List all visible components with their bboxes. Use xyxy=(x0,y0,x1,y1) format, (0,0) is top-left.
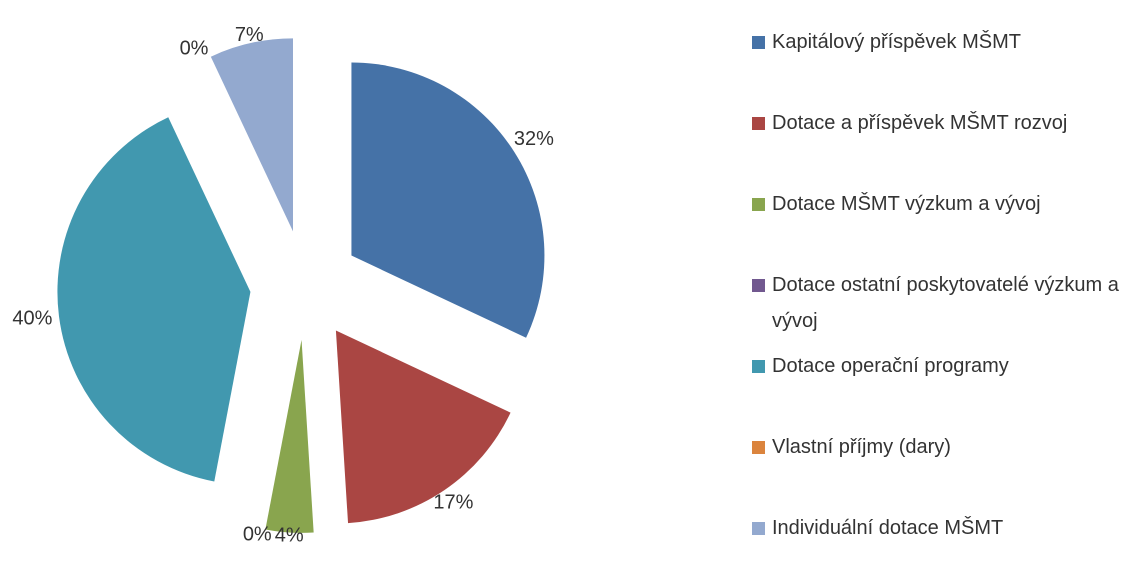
legend-swatch xyxy=(752,198,765,211)
legend-swatch xyxy=(752,360,765,373)
legend-label: Kapitálový příspěvek MŠMT xyxy=(772,31,1021,53)
legend-label: Dotace MŠMT výzkum a vývoj xyxy=(772,193,1041,215)
pie-slice xyxy=(210,38,294,232)
legend-label: Dotace a příspěvek MŠMT rozvoj xyxy=(772,112,1068,134)
pie-slice xyxy=(351,62,545,338)
legend-swatch xyxy=(752,36,765,49)
data-label: 40% xyxy=(12,308,52,330)
legend-label: Dotace operační programy xyxy=(772,355,1009,377)
legend-swatch xyxy=(752,522,765,535)
legend-item: Kapitálový příspěvek MŠMT xyxy=(752,24,1136,60)
legend-item: Individuální dotace MŠMT xyxy=(752,510,1136,546)
data-label: 0% xyxy=(180,37,209,59)
data-label: 32% xyxy=(514,128,554,150)
legend-label: Vlastní příjmy (dary) xyxy=(772,436,951,458)
data-label: 4% xyxy=(275,524,304,546)
pie-slice xyxy=(199,60,282,236)
legend-swatch xyxy=(752,279,765,292)
pie-slice xyxy=(265,339,314,533)
data-label: 0% xyxy=(243,523,272,545)
legend-item: Dotace ostatní poskytovatelé výzkum a vý… xyxy=(752,267,1136,339)
legend-item: Dotace a příspěvek MŠMT rozvoj xyxy=(752,105,1136,141)
legend-item: Vlastní příjmy (dary) xyxy=(752,429,1136,465)
pie-slice xyxy=(335,330,511,524)
pie-area: 32%17%4%0%40%0%7% xyxy=(12,24,554,546)
legend-swatch xyxy=(752,117,765,130)
legend-item: Dotace operační programy xyxy=(752,348,1136,384)
legend-label: Dotace ostatní poskytovatelé výzkum a vý… xyxy=(772,274,1119,332)
legend-label: Individuální dotace MŠMT xyxy=(772,517,1004,539)
legend-swatch xyxy=(752,441,765,454)
pie-slice xyxy=(57,117,251,482)
data-label: 7% xyxy=(235,24,264,46)
data-label: 17% xyxy=(433,492,473,514)
legend-item: Dotace MŠMT výzkum a vývoj xyxy=(752,186,1136,222)
